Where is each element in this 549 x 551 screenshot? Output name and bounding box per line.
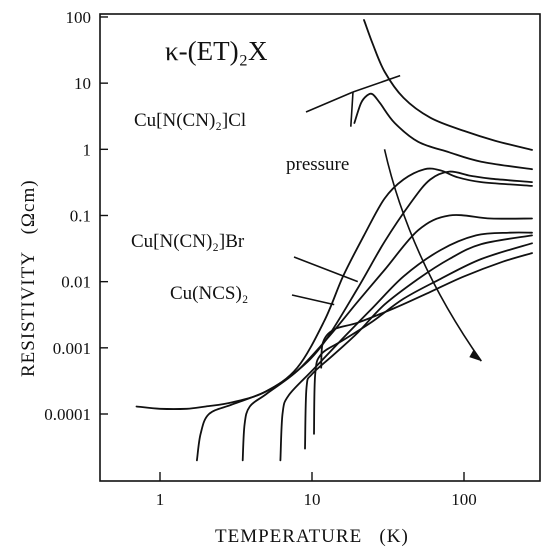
cl-pointer-upper xyxy=(352,74,401,93)
pressure-arrow-head xyxy=(469,350,482,362)
series-line-1 xyxy=(363,19,533,151)
series-line-4 xyxy=(196,170,533,462)
y-tick-label: 0.001 xyxy=(53,339,91,358)
br-pointer xyxy=(293,256,359,283)
annotation-pressure: pressure xyxy=(286,154,349,175)
cl-pointer-lower xyxy=(350,91,354,127)
ncs-pointer xyxy=(291,294,335,306)
x-tick-label: 1 xyxy=(156,490,165,509)
cl-pointer-stem xyxy=(305,91,354,113)
x-tick-label: 100 xyxy=(451,490,477,509)
series-line-2 xyxy=(353,92,533,171)
y-tick-label: 0.1 xyxy=(70,206,91,225)
plot-frame xyxy=(99,13,541,482)
series-line-9 xyxy=(320,252,533,369)
annotation-pointers xyxy=(291,74,482,362)
y-tick-label: 100 xyxy=(66,8,92,27)
x-tick-label: 10 xyxy=(304,490,321,509)
y-axis-label: RESISTIVITY (Ωcm) xyxy=(18,179,39,377)
series-line-6 xyxy=(279,231,533,462)
series-line-5 xyxy=(241,214,533,462)
pressure-arrow-shaft xyxy=(383,149,482,362)
annotation-cu-ncs-2: Cu(NCS)₂ xyxy=(170,283,248,304)
annotation-cu-n-cn-2-br: Cu[N(CN)₂]Br xyxy=(131,231,245,252)
y-tick-label: 0.0001 xyxy=(44,405,91,424)
y-tick-label: 10 xyxy=(74,74,91,93)
annotation-cu-n-cn-2-cl: Cu[N(CN)₂]Cl xyxy=(134,110,246,131)
chart-title: κ-(ET)₂X xyxy=(165,36,268,66)
axis-ticks: 1 10 100 100 10 1 0.1 0.01 0.001 0.0001 xyxy=(44,8,477,509)
y-tick-label: 1 xyxy=(83,140,92,159)
series-line-8 xyxy=(313,242,533,435)
x-axis-label: TEMPERATURE (K) xyxy=(215,526,409,547)
y-tick-label: 0.01 xyxy=(61,273,91,292)
